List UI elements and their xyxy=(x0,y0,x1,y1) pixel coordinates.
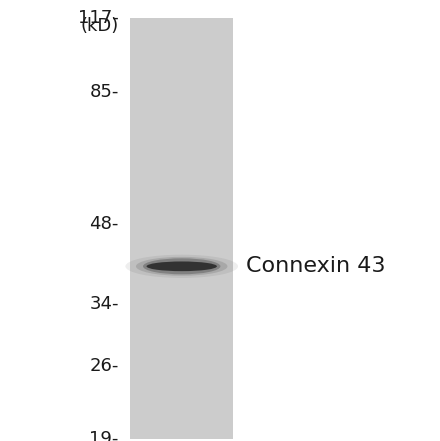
Text: (kD): (kD) xyxy=(81,17,119,34)
Text: 48-: 48- xyxy=(89,215,119,233)
Ellipse shape xyxy=(125,254,238,278)
Ellipse shape xyxy=(136,257,227,276)
Ellipse shape xyxy=(143,258,220,274)
Text: 85-: 85- xyxy=(89,82,119,101)
Text: 34-: 34- xyxy=(89,295,119,313)
Text: Connexin 43: Connexin 43 xyxy=(246,256,386,277)
Text: 26-: 26- xyxy=(89,357,119,375)
Text: 19-: 19- xyxy=(89,430,119,441)
Text: 117-: 117- xyxy=(78,9,119,26)
Ellipse shape xyxy=(147,262,217,271)
Bar xyxy=(130,18,233,439)
